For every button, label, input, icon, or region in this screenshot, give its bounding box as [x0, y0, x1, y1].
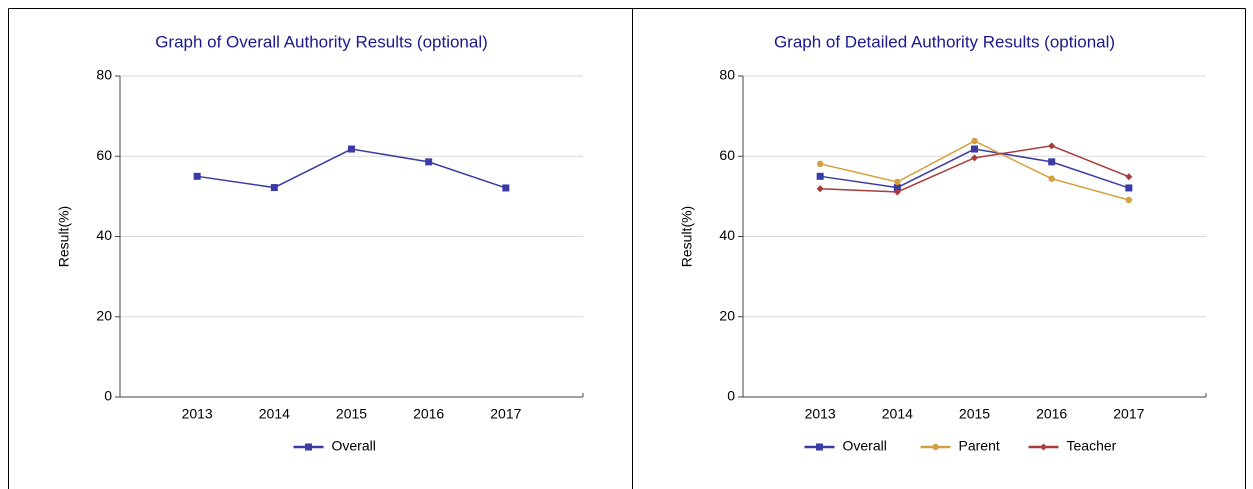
data-point — [425, 158, 433, 166]
y-tick-label: 0 — [104, 388, 112, 404]
x-tick-label: 2016 — [413, 406, 444, 422]
y-tick-label: 0 — [727, 388, 735, 404]
x-tick-label: 2013 — [805, 406, 836, 422]
x-tick-label: 2013 — [182, 406, 213, 422]
y-tick-label: 80 — [719, 67, 735, 83]
x-tick-label: 2017 — [1113, 406, 1144, 422]
chart-title: Graph of Overall Authority Results (opti… — [155, 32, 488, 51]
data-point — [502, 184, 510, 192]
data-point — [1125, 173, 1133, 181]
x-tick-label: 2015 — [336, 406, 367, 422]
x-tick-label: 2017 — [490, 406, 521, 422]
data-point — [348, 145, 355, 153]
data-point — [1048, 175, 1055, 182]
legend-label: Overall — [843, 438, 887, 454]
data-point — [816, 160, 824, 168]
chart-title: Graph of Detailed Authority Results (opt… — [774, 32, 1115, 51]
data-point — [971, 137, 978, 145]
data-point — [1048, 158, 1056, 166]
data-point — [193, 172, 201, 180]
y-tick-label: 80 — [96, 67, 112, 83]
series-line — [197, 148, 507, 189]
legend-marker — [816, 443, 823, 451]
y-tick-label: 20 — [719, 307, 735, 323]
legend-label: Teacher — [1067, 438, 1117, 454]
y-axis-label: Result(%) — [56, 206, 72, 267]
data-point — [893, 188, 901, 196]
data-point — [1048, 142, 1056, 150]
legend-label: Parent — [959, 438, 1000, 454]
data-point — [816, 172, 824, 180]
x-tick-label: 2014 — [882, 406, 913, 422]
data-point — [1125, 184, 1133, 192]
y-tick-label: 40 — [96, 227, 112, 243]
y-tick-label: 40 — [719, 227, 735, 243]
y-tick-label: 60 — [96, 147, 112, 163]
data-point — [894, 178, 901, 186]
legend-marker — [1040, 443, 1047, 451]
x-tick-label: 2015 — [959, 406, 990, 422]
y-axis-label: Result(%) — [679, 206, 695, 267]
legend-marker — [932, 443, 939, 451]
x-tick-label: 2016 — [1036, 406, 1067, 422]
data-point — [270, 184, 278, 192]
data-point — [893, 184, 901, 192]
legend-marker — [305, 443, 312, 451]
data-point — [971, 154, 978, 162]
data-point — [1125, 196, 1133, 204]
y-tick-label: 20 — [96, 307, 112, 323]
data-point — [971, 145, 978, 153]
data-point — [816, 185, 824, 193]
x-tick-label: 2014 — [259, 406, 290, 422]
legend-label: Overall — [332, 438, 376, 454]
y-tick-label: 60 — [719, 147, 735, 163]
series-line — [820, 145, 1130, 193]
